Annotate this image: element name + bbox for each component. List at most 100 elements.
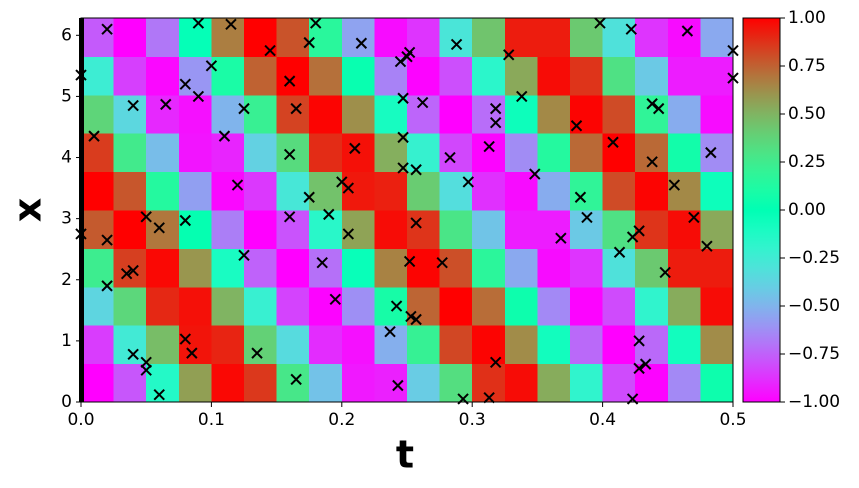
heatmap-cell — [537, 133, 571, 173]
heatmap-cell — [81, 286, 115, 326]
marker — [192, 17, 205, 29]
heatmap-cell — [700, 18, 734, 57]
heatmap-cell — [537, 56, 571, 96]
heatmap-cell — [504, 286, 538, 326]
heatmap-cell — [374, 171, 408, 211]
heatmap-cell — [570, 171, 604, 211]
marker — [179, 333, 192, 345]
heatmap-cell — [244, 18, 278, 57]
heatmap-cell — [504, 363, 538, 403]
heatmap-cell — [602, 94, 636, 134]
heatmap-cell — [407, 210, 441, 249]
heatmap-cell — [113, 286, 147, 326]
heatmap-cell — [537, 171, 571, 211]
marker — [283, 148, 296, 161]
x-axis-label: t — [396, 433, 414, 477]
marker — [633, 335, 645, 347]
marker — [179, 214, 192, 227]
heatmap-cell — [341, 18, 375, 57]
heatmap-cell — [537, 286, 571, 326]
marker — [529, 168, 541, 180]
colorbar-tick-label: 0.25 — [788, 152, 826, 172]
marker — [127, 99, 139, 112]
marker — [613, 246, 626, 258]
heatmap-cell — [439, 94, 473, 134]
marker — [639, 358, 652, 370]
marker — [668, 179, 681, 191]
heatmap-cell — [146, 18, 180, 57]
heatmap-cell — [276, 56, 310, 96]
marker — [410, 217, 422, 229]
heatmap-cell — [211, 171, 245, 211]
marker — [384, 326, 396, 338]
marker — [594, 17, 606, 29]
heatmap — [81, 18, 734, 403]
marker — [342, 182, 355, 194]
heatmap-cell — [309, 133, 343, 173]
x-tick-label: 0.2 — [328, 410, 355, 430]
heatmap-cell — [570, 56, 604, 96]
marker — [127, 264, 139, 277]
marker — [581, 211, 593, 224]
heatmap-cell — [113, 18, 147, 57]
marker — [489, 356, 502, 368]
heatmap-cell — [211, 325, 245, 365]
heatmap-cell — [635, 18, 669, 57]
x-tick-label: 0.3 — [459, 410, 486, 430]
colorbar-tick-label: −1.00 — [788, 392, 840, 412]
marker — [238, 249, 250, 262]
marker — [283, 211, 296, 223]
heatmap-cell — [504, 210, 538, 249]
heatmap-cell — [113, 210, 147, 249]
marker — [555, 232, 567, 244]
marker — [290, 102, 302, 115]
heatmap-cell — [81, 94, 115, 134]
marker — [410, 164, 422, 176]
heatmap-cell — [700, 363, 734, 403]
heatmap-cell — [309, 325, 343, 365]
colorbar-tick-label: 1.00 — [788, 8, 826, 28]
marker — [140, 211, 152, 223]
heatmap-cell — [244, 133, 278, 173]
marker — [192, 90, 205, 103]
heatmap-cell — [407, 248, 441, 288]
marker — [652, 102, 665, 115]
heatmap-cell — [309, 286, 343, 326]
heatmap-cell — [570, 133, 604, 173]
heatmap-cell — [276, 286, 310, 326]
marker — [238, 102, 250, 115]
heatmap-cell — [81, 248, 115, 288]
heatmap-cell — [504, 94, 538, 134]
marker — [283, 75, 296, 87]
heatmap-cell — [635, 56, 669, 96]
marker — [349, 142, 361, 155]
heatmap-cell — [602, 171, 636, 211]
heatmap-cell — [146, 363, 180, 403]
heatmap-cell — [244, 363, 278, 403]
heatmap-cell — [374, 286, 408, 326]
heatmap-cell — [667, 248, 701, 288]
marker — [390, 300, 403, 312]
marker — [516, 90, 528, 103]
heatmap-cell — [211, 210, 245, 249]
marker — [633, 362, 645, 375]
heatmap-cell — [341, 325, 375, 365]
heatmap-cell — [81, 171, 115, 211]
heatmap-cell — [276, 18, 310, 57]
heatmap-cell — [472, 171, 506, 211]
marker — [410, 313, 422, 326]
colorbar-tick-label: 0.00 — [788, 200, 826, 220]
heatmap-cell — [244, 210, 278, 249]
heatmap-cell — [146, 248, 180, 288]
heatmap-cell — [439, 248, 473, 288]
marker — [681, 25, 694, 37]
heatmap-cell — [504, 133, 538, 173]
heatmap-cell — [602, 18, 636, 57]
heatmap-cell — [504, 18, 538, 57]
heatmap-cell — [667, 133, 701, 173]
y-axis-label: x — [6, 198, 50, 223]
marker — [688, 211, 700, 224]
scatter-points — [75, 17, 739, 405]
heatmap-cell — [146, 286, 180, 326]
heatmap-cell — [439, 171, 473, 211]
